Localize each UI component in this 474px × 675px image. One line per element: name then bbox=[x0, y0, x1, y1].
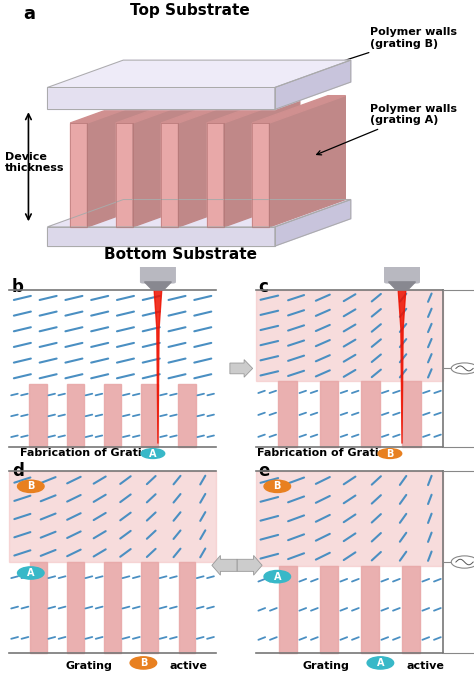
Polygon shape bbox=[47, 60, 351, 88]
Text: Polymer walls
(grating B): Polymer walls (grating B) bbox=[324, 27, 457, 68]
Circle shape bbox=[378, 449, 402, 458]
Bar bbox=[279, 566, 297, 653]
Polygon shape bbox=[207, 96, 300, 123]
Polygon shape bbox=[398, 290, 406, 443]
Text: A: A bbox=[273, 572, 281, 582]
Text: B: B bbox=[27, 481, 35, 491]
Bar bbox=[319, 381, 338, 447]
Text: Bottom Substrate: Bottom Substrate bbox=[104, 248, 256, 263]
Text: B: B bbox=[140, 658, 147, 668]
Bar bbox=[67, 562, 84, 653]
Bar bbox=[179, 562, 195, 653]
Polygon shape bbox=[161, 123, 178, 227]
Bar bbox=[320, 566, 338, 653]
Polygon shape bbox=[269, 96, 345, 227]
Text: Polymer walls
(grating A): Polymer walls (grating A) bbox=[317, 104, 457, 155]
Polygon shape bbox=[178, 96, 254, 227]
FancyBboxPatch shape bbox=[385, 266, 419, 283]
Circle shape bbox=[264, 480, 291, 493]
Circle shape bbox=[18, 567, 44, 579]
Circle shape bbox=[130, 657, 156, 669]
Bar bbox=[30, 562, 46, 653]
Bar bbox=[361, 566, 379, 653]
Text: active: active bbox=[170, 661, 207, 671]
Text: B: B bbox=[386, 449, 393, 458]
Bar bbox=[141, 384, 158, 447]
Polygon shape bbox=[47, 200, 351, 227]
FancyArrow shape bbox=[212, 556, 237, 575]
Polygon shape bbox=[133, 96, 209, 227]
Bar bbox=[104, 562, 121, 653]
Bar bbox=[256, 471, 443, 653]
Polygon shape bbox=[70, 123, 87, 227]
Text: active: active bbox=[407, 661, 444, 671]
Polygon shape bbox=[47, 227, 275, 246]
Bar bbox=[178, 384, 196, 447]
FancyArrow shape bbox=[237, 556, 262, 575]
Text: c: c bbox=[258, 278, 268, 296]
Polygon shape bbox=[275, 60, 351, 109]
Polygon shape bbox=[116, 123, 133, 227]
Polygon shape bbox=[252, 123, 269, 227]
Polygon shape bbox=[275, 200, 351, 246]
Polygon shape bbox=[70, 96, 163, 123]
Text: A: A bbox=[149, 449, 156, 458]
Bar bbox=[9, 471, 216, 562]
Text: A: A bbox=[27, 568, 35, 578]
Bar bbox=[361, 381, 380, 447]
Bar bbox=[29, 384, 47, 447]
Polygon shape bbox=[47, 88, 275, 109]
Text: Grating: Grating bbox=[65, 661, 112, 671]
Text: Grating: Grating bbox=[302, 661, 349, 671]
Circle shape bbox=[18, 480, 44, 493]
Text: A: A bbox=[377, 658, 384, 668]
Bar bbox=[9, 471, 216, 653]
Circle shape bbox=[264, 570, 291, 583]
Bar bbox=[256, 471, 443, 566]
Text: Top Substrate: Top Substrate bbox=[130, 3, 249, 18]
Bar bbox=[67, 384, 84, 447]
FancyArrow shape bbox=[230, 360, 253, 377]
Bar bbox=[104, 384, 121, 447]
Text: Fabrication of Grating: Fabrication of Grating bbox=[257, 448, 394, 458]
Polygon shape bbox=[161, 96, 254, 123]
Text: B: B bbox=[273, 481, 281, 491]
Polygon shape bbox=[224, 96, 300, 227]
Bar bbox=[402, 381, 421, 447]
Text: b: b bbox=[12, 278, 24, 296]
Polygon shape bbox=[145, 282, 172, 290]
Bar bbox=[9, 290, 216, 447]
Circle shape bbox=[367, 657, 393, 669]
Polygon shape bbox=[87, 96, 163, 227]
Polygon shape bbox=[207, 123, 224, 227]
Text: Fabrication of Grating: Fabrication of Grating bbox=[20, 448, 157, 458]
Polygon shape bbox=[154, 290, 162, 443]
Polygon shape bbox=[389, 282, 415, 290]
Circle shape bbox=[451, 363, 474, 374]
Text: d: d bbox=[12, 462, 24, 480]
Text: Device
thickness: Device thickness bbox=[5, 152, 64, 173]
Bar bbox=[141, 562, 158, 653]
Polygon shape bbox=[252, 96, 345, 123]
Circle shape bbox=[141, 449, 165, 458]
Bar bbox=[256, 290, 443, 381]
Circle shape bbox=[451, 556, 474, 568]
FancyBboxPatch shape bbox=[141, 266, 175, 283]
Bar bbox=[278, 381, 297, 447]
Text: a: a bbox=[24, 5, 36, 24]
Bar bbox=[256, 290, 443, 447]
Polygon shape bbox=[116, 96, 209, 123]
Text: e: e bbox=[258, 462, 270, 480]
Bar bbox=[402, 566, 420, 653]
